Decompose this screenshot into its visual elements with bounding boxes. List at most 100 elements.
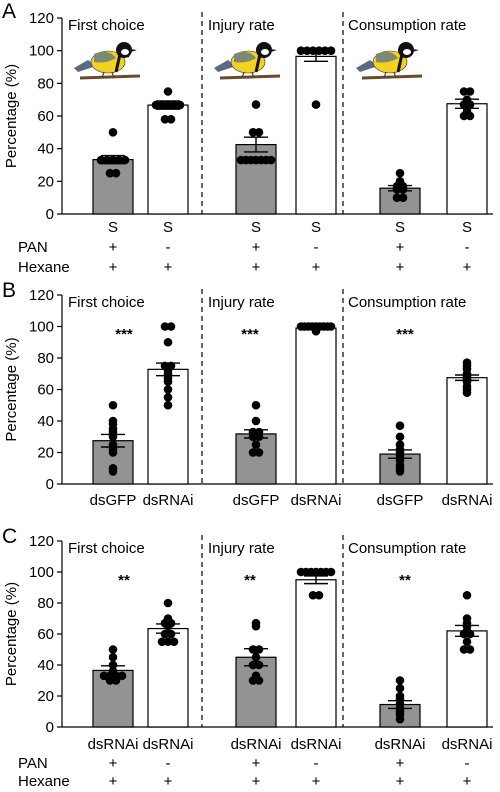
data-point — [459, 87, 469, 96]
treatment-sign: - — [465, 239, 470, 256]
section-title: Injury rate — [208, 540, 275, 557]
bird-legs — [383, 71, 397, 79]
y-axis-label: Percentage (%) — [3, 582, 20, 686]
data-point — [157, 100, 167, 110]
data-point — [459, 100, 469, 109]
significance-label: *** — [241, 326, 259, 343]
y-axis-label: Percentage (%) — [3, 337, 20, 441]
bird-cheek — [121, 49, 129, 55]
bird-beak — [413, 49, 419, 52]
data-point — [157, 637, 167, 647]
y-tick-label: 60 — [37, 108, 54, 125]
treatment-sign: + — [312, 773, 321, 790]
bird-stripe — [396, 53, 404, 73]
y-tick-label: 20 — [37, 173, 54, 190]
data-point — [395, 714, 405, 724]
data-point — [108, 645, 118, 654]
data-point — [308, 46, 318, 55]
data-point — [248, 676, 258, 685]
data-point — [102, 155, 112, 165]
x-tick-label: dsRNAi — [143, 736, 194, 753]
y-tick-label: 80 — [37, 350, 54, 367]
x-tick-label: dsRNAi — [442, 492, 493, 509]
data-point — [111, 168, 121, 178]
treatment-sign: - — [465, 755, 470, 772]
data-point — [254, 676, 264, 685]
data-point — [459, 629, 469, 639]
data-point — [117, 671, 127, 681]
data-point — [459, 111, 469, 121]
data-point — [160, 629, 170, 639]
treatment-sign: + — [396, 755, 405, 772]
y-tick-label: 0 — [46, 206, 54, 223]
data-point — [462, 637, 472, 647]
data-point — [251, 652, 261, 662]
data-point — [163, 385, 173, 394]
significance-label: ** — [399, 572, 411, 589]
y-tick-label: 0 — [46, 719, 54, 736]
bird-branch — [219, 74, 281, 80]
row-label: PAN — [18, 755, 48, 772]
data-point — [96, 155, 106, 165]
data-point — [398, 193, 408, 202]
treatment-sign: + — [463, 773, 472, 790]
data-point — [254, 128, 264, 137]
data-point — [108, 448, 118, 457]
data-point — [163, 100, 173, 110]
x-tick-label: dsRNAi — [291, 492, 342, 509]
bar — [92, 159, 134, 215]
significance-label: ** — [118, 572, 130, 589]
data-point — [395, 676, 405, 685]
data-point — [395, 683, 405, 693]
bird-legs — [241, 71, 255, 79]
great-tit-icon — [214, 42, 281, 80]
data-point — [105, 676, 115, 685]
bar — [235, 656, 277, 728]
data-point — [254, 432, 264, 442]
data-point — [151, 100, 161, 110]
treatment-sign: + — [312, 259, 321, 276]
great-tit-icon — [74, 42, 141, 80]
significance-label: *** — [115, 326, 133, 343]
data-point — [99, 671, 109, 681]
bird-cheek — [403, 49, 411, 55]
great-tit-icon — [356, 42, 423, 80]
data-point — [248, 128, 258, 137]
bar — [295, 55, 337, 215]
data-point — [160, 114, 170, 124]
y-tick-label: 40 — [37, 141, 54, 158]
bird-tail — [214, 60, 236, 72]
x-tick-label: S — [311, 219, 321, 236]
bird-stripe — [114, 53, 122, 73]
section-title: First choice — [68, 540, 145, 557]
data-point — [320, 46, 330, 55]
y-tick-label: 60 — [37, 626, 54, 643]
data-point — [296, 46, 306, 55]
data-point — [108, 128, 118, 137]
data-point — [254, 660, 264, 670]
data-point — [314, 46, 324, 55]
data-point — [326, 322, 336, 331]
x-tick-label: dsRNAi — [442, 736, 493, 753]
x-tick-label: dsGFP — [233, 492, 280, 509]
y-tick-label: 20 — [37, 445, 54, 462]
bird-beak — [131, 49, 137, 52]
data-point — [395, 467, 405, 476]
data-point — [108, 467, 118, 476]
row-label: Hexane — [18, 259, 70, 276]
x-tick-label: dsRNAi — [143, 492, 194, 509]
significance-label: ** — [244, 572, 256, 589]
data-point — [108, 432, 118, 442]
y-tick-label: 80 — [37, 75, 54, 92]
y-tick-label: 80 — [37, 595, 54, 612]
bird-tail — [74, 60, 96, 72]
row-label: Hexane — [18, 773, 70, 790]
x-tick-label: dsGFP — [377, 492, 424, 509]
data-point — [160, 322, 170, 331]
data-point — [248, 448, 258, 457]
y-tick-label: 120 — [29, 10, 54, 27]
section-title: Injury rate — [208, 17, 275, 34]
panel-a: A 0 20 40 60 80 100 120 Percentage (%) First choi… — [2, 0, 493, 276]
data-point — [465, 100, 475, 109]
y-tick-label: 100 — [29, 319, 54, 336]
